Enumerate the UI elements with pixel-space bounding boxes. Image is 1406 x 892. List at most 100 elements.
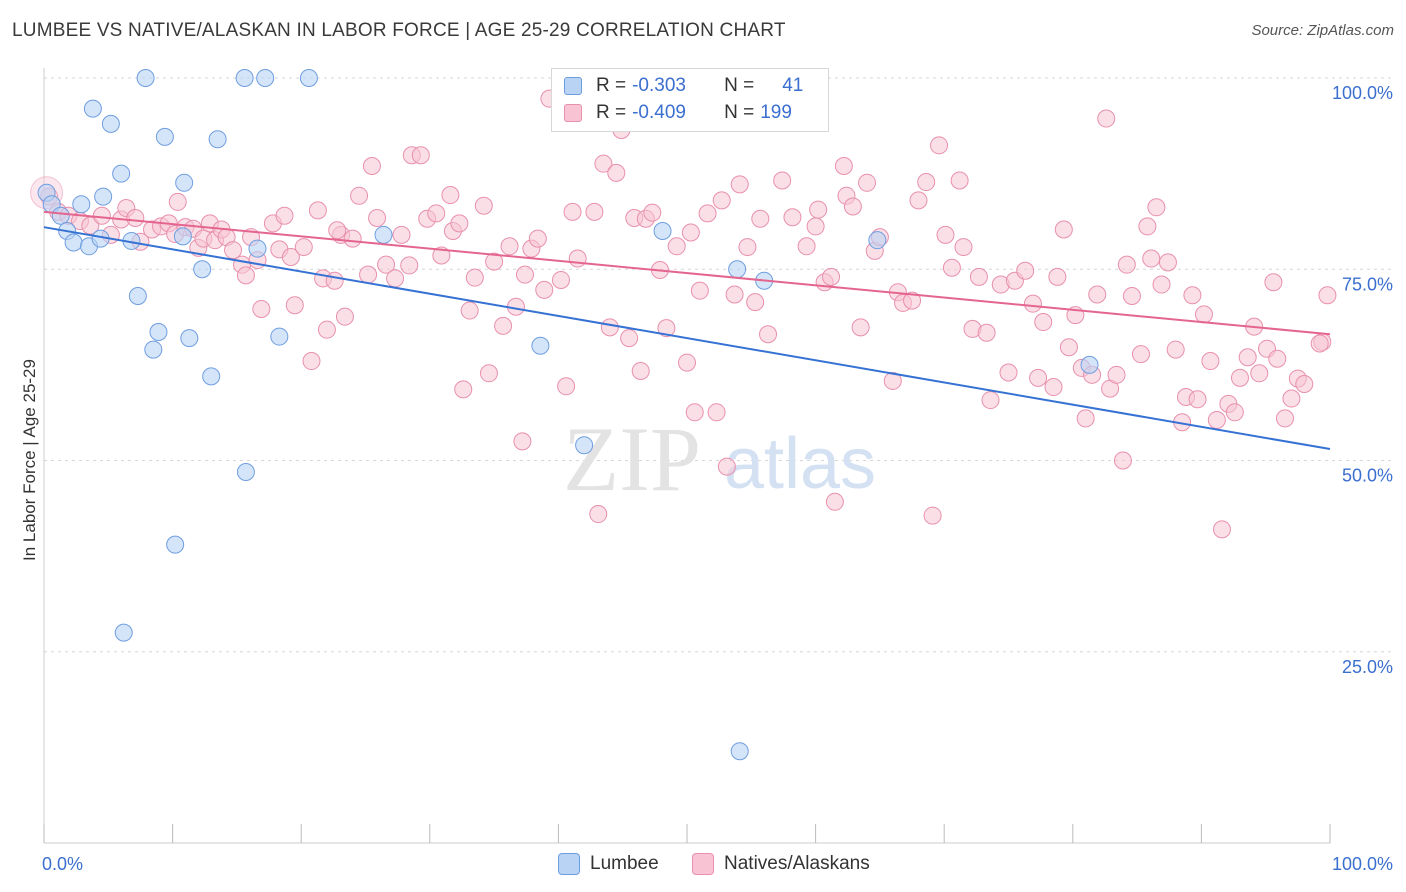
natives-point [335, 307, 354, 326]
natives-point [698, 204, 717, 223]
natives-point [1250, 364, 1269, 383]
natives-point [328, 221, 347, 240]
lumbee-point [270, 327, 289, 346]
natives-point [930, 136, 949, 155]
natives-point [738, 238, 757, 257]
natives-point [1295, 375, 1314, 393]
natives-point [275, 206, 294, 225]
natives-point [368, 208, 387, 227]
natives-point [126, 208, 145, 227]
natives-point [1107, 365, 1126, 384]
lumbee-point [256, 69, 275, 87]
natives-point [308, 201, 327, 220]
natives-point [1054, 220, 1073, 239]
natives-point [460, 301, 479, 320]
natives-point [236, 266, 255, 285]
natives-point [858, 173, 877, 192]
natives-point [977, 323, 996, 342]
lumbee-point [868, 231, 887, 250]
r-label: R = [596, 75, 627, 96]
lumbee-point [83, 99, 102, 118]
natives-point [450, 214, 469, 233]
natives-point [851, 318, 870, 337]
natives-point [759, 325, 778, 344]
natives-point [528, 229, 547, 248]
tick-labels: 25.0% 50.0% 75.0% 100.0% 0.0% 100.0% [42, 83, 1393, 874]
lumbee-point [72, 195, 91, 214]
natives-point [822, 267, 841, 286]
natives-point [386, 269, 405, 288]
natives-point [485, 252, 504, 271]
legend-row-lumbee: R = -0.303 N = 41 [564, 74, 803, 98]
natives-point [557, 377, 576, 396]
n-value: 41 [782, 75, 804, 96]
natives-point [589, 505, 608, 524]
natives-point [950, 171, 969, 190]
natives-point [1147, 198, 1166, 217]
natives-point [1230, 368, 1249, 387]
lumbee-point [128, 287, 147, 306]
lumbee-point [114, 623, 133, 642]
y-tick-label: 100.0% [1332, 83, 1393, 103]
lumbee-point [175, 173, 194, 192]
legend-item-lumbee[interactable]: Lumbee [558, 852, 659, 876]
natives-point [1088, 285, 1107, 304]
natives-point [725, 285, 744, 304]
natives-point [317, 320, 336, 339]
lumbee-point [575, 436, 594, 455]
natives-point [834, 156, 853, 175]
natives-point [568, 249, 587, 268]
natives-point [168, 192, 187, 211]
natives-point [515, 265, 534, 284]
natives-point [343, 229, 362, 248]
natives-point [923, 506, 942, 525]
natives-point [465, 268, 484, 287]
natives-point [1282, 389, 1301, 408]
n-label: N = [724, 75, 755, 96]
natives-point [607, 163, 626, 182]
natives-point [783, 208, 802, 227]
natives-point [1318, 286, 1337, 305]
watermark-atlas: atlas [724, 424, 876, 504]
natives-point [643, 203, 662, 222]
natives-point [563, 202, 582, 221]
natives-point [1264, 273, 1283, 292]
grid-lines [44, 77, 1392, 653]
n-label: N = [724, 102, 755, 123]
lumbee-swatch [558, 853, 580, 875]
natives-point [92, 206, 111, 225]
r-value: -0.303 [632, 75, 686, 96]
natives-point [707, 403, 726, 422]
lumbee-point [236, 462, 255, 481]
natives-point [1016, 261, 1035, 280]
natives-point [1268, 349, 1287, 368]
natives-point [1034, 313, 1053, 332]
lumbee-point [51, 206, 70, 225]
r-value: -0.409 [632, 102, 686, 123]
natives-trend-line [43, 210, 1331, 336]
y-tick-label: 25.0% [1342, 657, 1393, 677]
lumbee-point [166, 535, 185, 554]
natives-point [751, 209, 770, 228]
natives-point [1048, 267, 1067, 286]
lumbee-point [173, 227, 192, 246]
legend-row-natives: R = -0.409 N = 199 [564, 101, 792, 125]
lumbee-point [208, 130, 227, 149]
legend-label-natives: Natives/Alaskans [724, 853, 870, 874]
watermark: ZIP atlas [563, 408, 876, 510]
natives-point [325, 271, 344, 290]
natives-point [362, 156, 381, 175]
natives-point [494, 316, 513, 335]
natives-point [224, 241, 243, 260]
natives-point [1158, 253, 1177, 272]
natives-point [797, 237, 816, 256]
chart-title: LUMBEE VS NATIVE/ALASKAN IN LABOR FORCE … [12, 20, 786, 41]
natives-point [441, 186, 460, 205]
lumbee-point [101, 114, 120, 133]
natives-point [969, 267, 988, 286]
lumbee-point [1080, 355, 1099, 374]
natives-point [620, 329, 639, 348]
legend-item-natives[interactable]: Natives/Alaskans [692, 852, 870, 876]
natives-point [1076, 409, 1095, 428]
